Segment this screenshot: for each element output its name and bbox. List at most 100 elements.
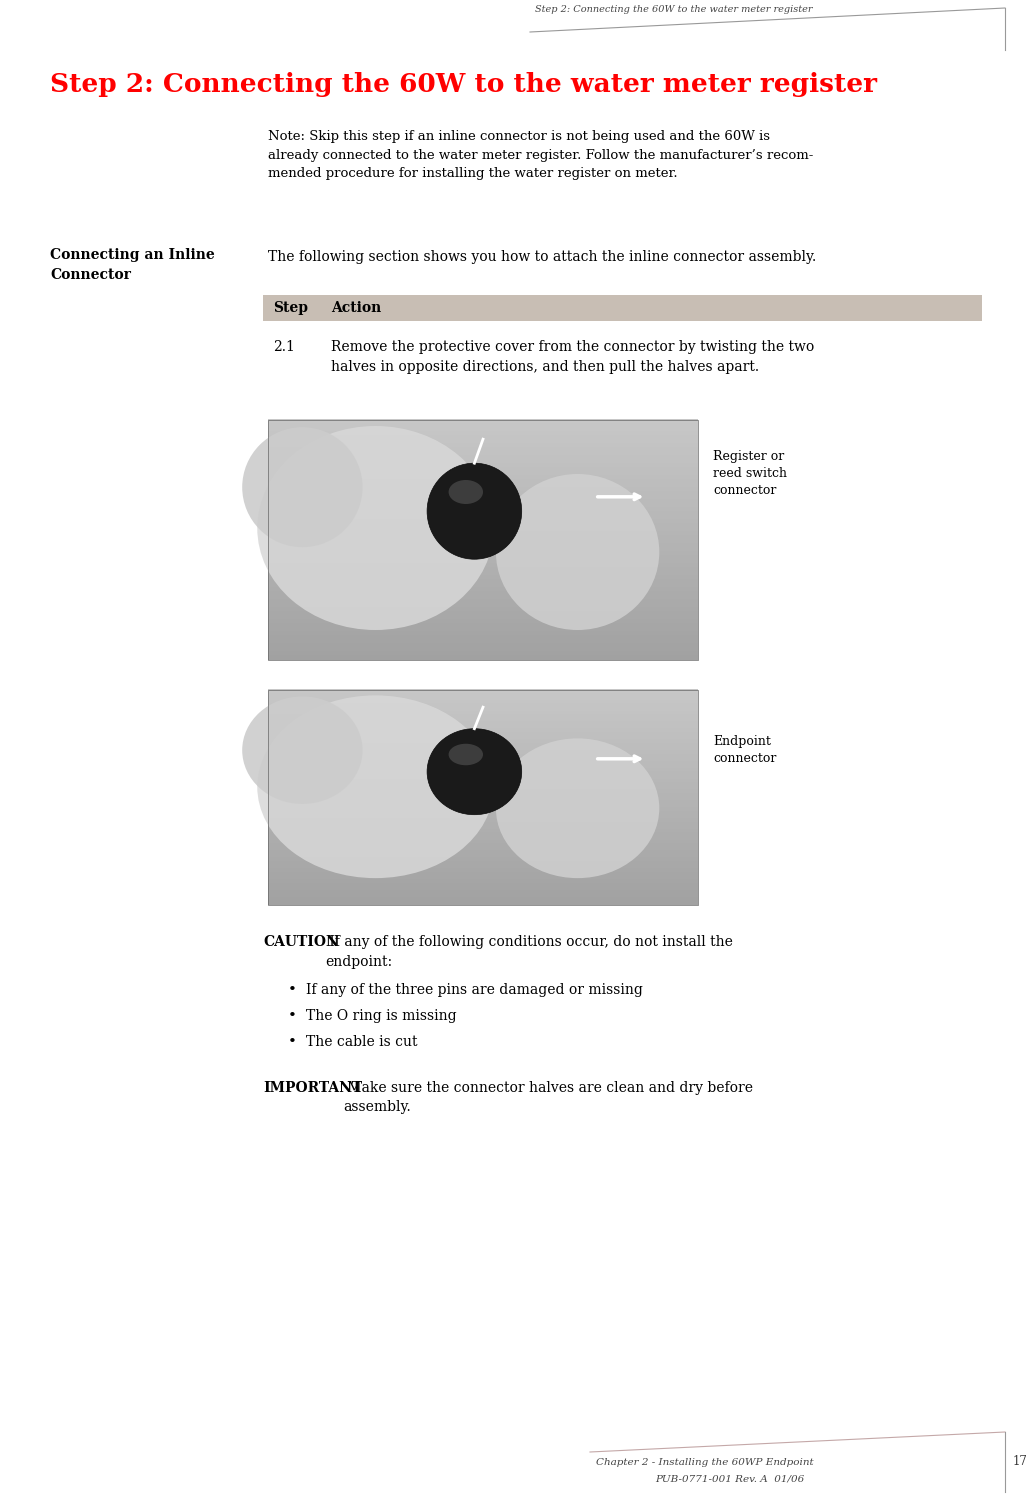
Bar [268, 742, 698, 748]
Bar [268, 438, 698, 444]
Ellipse shape [242, 697, 363, 803]
Text: •: • [288, 1035, 297, 1049]
Bar [268, 483, 698, 488]
Text: If any of the three pins are damaged or missing: If any of the three pins are damaged or … [306, 983, 643, 996]
Bar [268, 760, 698, 766]
Bar [268, 826, 698, 830]
Bar [268, 886, 698, 890]
Text: If any of the following conditions occur, do not install the
endpoint:: If any of the following conditions occur… [325, 935, 733, 968]
Bar [268, 896, 698, 902]
Bar [268, 435, 698, 440]
Bar [268, 708, 698, 712]
Bar [268, 696, 698, 700]
Bar [268, 603, 698, 607]
Bar [268, 567, 698, 571]
Bar [268, 507, 698, 512]
Bar [268, 560, 698, 564]
Bar [268, 622, 698, 628]
Text: •: • [288, 1008, 297, 1023]
Bar [268, 615, 698, 619]
Bar [268, 476, 698, 480]
Bar [268, 718, 698, 723]
Bar [268, 785, 698, 790]
Ellipse shape [427, 464, 522, 560]
Text: Chapter 2 - Installing the 60WP Endpoint: Chapter 2 - Installing the 60WP Endpoint [596, 1459, 814, 1468]
Bar [268, 527, 698, 533]
Bar [268, 539, 698, 545]
Bar [268, 447, 698, 452]
Text: Step 2: Connecting the 60W to the water meter register: Step 2: Connecting the 60W to the water … [50, 72, 877, 97]
Bar [268, 536, 698, 540]
Text: The following section shows you how to attach the inline connector assembly.: The following section shows you how to a… [268, 250, 816, 263]
Text: Action: Action [331, 301, 382, 316]
Bar [268, 772, 698, 776]
Bar [268, 836, 698, 841]
Bar [268, 512, 698, 516]
Bar [268, 868, 698, 872]
Text: Note: Skip this step if an inline connector is not being used and the 60W is
alr: Note: Skip this step if an inline connec… [268, 130, 814, 180]
Ellipse shape [427, 729, 522, 815]
Bar [268, 865, 698, 869]
Bar [268, 690, 698, 905]
Text: 2.1: 2.1 [273, 340, 295, 355]
Text: Step: Step [273, 301, 308, 316]
Bar [268, 519, 698, 524]
Bar [268, 455, 698, 459]
Bar [268, 515, 698, 521]
Ellipse shape [496, 474, 660, 630]
Bar [268, 591, 698, 595]
Bar [268, 711, 698, 715]
Bar [268, 700, 698, 705]
Bar [268, 778, 698, 784]
Bar [268, 431, 698, 435]
Bar [268, 857, 698, 862]
Bar [268, 643, 698, 648]
Text: •: • [288, 983, 297, 996]
Bar [268, 844, 698, 848]
Bar [268, 850, 698, 854]
Bar [268, 562, 698, 568]
Bar [268, 880, 698, 884]
Text: The cable is cut: The cable is cut [306, 1035, 418, 1049]
Bar [268, 890, 698, 895]
Bar [268, 595, 698, 600]
Bar [268, 875, 698, 880]
Bar [268, 747, 698, 751]
Bar [268, 739, 698, 744]
Text: Register or
reed switch
connector: Register or reed switch connector [713, 450, 787, 497]
Bar [268, 479, 698, 485]
Bar [268, 714, 698, 718]
Bar [268, 462, 698, 468]
Bar [268, 548, 698, 552]
Bar [268, 471, 698, 476]
Bar [268, 423, 698, 428]
Bar [268, 619, 698, 624]
Bar [268, 459, 698, 464]
Bar [268, 793, 698, 797]
Bar [268, 729, 698, 733]
Bar [268, 543, 698, 548]
Ellipse shape [449, 744, 483, 766]
Bar [268, 821, 698, 826]
Text: Connecting an Inline
Connector: Connecting an Inline Connector [50, 248, 215, 281]
Bar [268, 796, 698, 800]
Bar [268, 631, 698, 636]
Text: Step 2: Connecting the 60W to the water meter register: Step 2: Connecting the 60W to the water … [535, 4, 813, 13]
Bar [268, 893, 698, 898]
Ellipse shape [257, 426, 494, 630]
Bar [268, 495, 698, 500]
Bar [268, 775, 698, 779]
Bar [268, 764, 698, 769]
Bar [268, 732, 698, 736]
Ellipse shape [257, 696, 494, 878]
Bar [268, 690, 698, 905]
Bar [268, 736, 698, 741]
Bar [268, 500, 698, 504]
Text: Make sure the connector halves are clean and dry before
assembly.: Make sure the connector halves are clean… [343, 1082, 753, 1115]
Bar [268, 443, 698, 447]
Bar [268, 749, 698, 754]
Bar [268, 524, 698, 528]
Bar [268, 488, 698, 492]
Bar [268, 503, 698, 509]
Ellipse shape [496, 739, 660, 878]
